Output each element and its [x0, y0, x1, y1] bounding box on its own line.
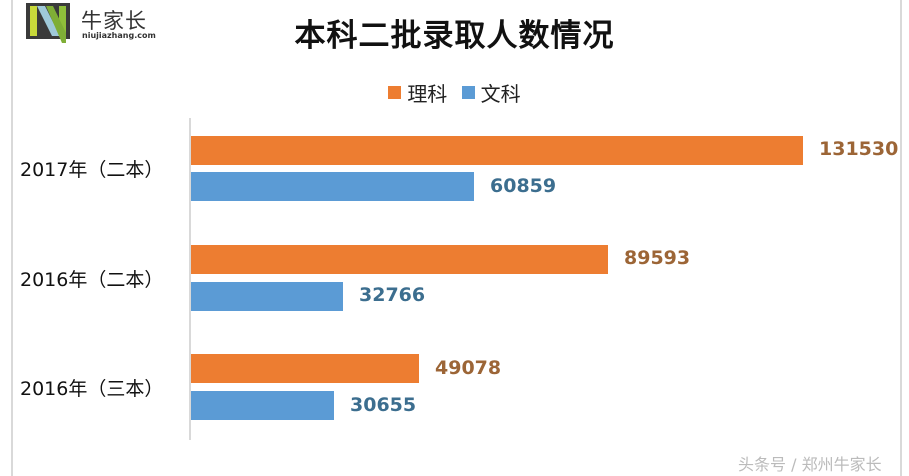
value-label-science-0: 131530	[819, 138, 899, 160]
frame-border-right	[900, 0, 902, 476]
legend-label-science: 理科	[407, 82, 448, 106]
logo-icon	[26, 3, 70, 43]
bar-liberal-2	[191, 391, 334, 420]
chart-legend: 理科 文科	[0, 78, 909, 107]
bar-liberal-0	[191, 172, 474, 201]
frame-border-left	[11, 0, 13, 476]
value-label-liberal-2: 30655	[350, 394, 417, 416]
legend-swatch-science	[388, 86, 402, 99]
bar-science-1	[191, 245, 608, 274]
logo-subtext: niujiazhang.com	[82, 31, 156, 40]
logo-text: 牛家长	[81, 9, 147, 33]
category-label: 2017年（二本）	[20, 159, 164, 181]
legend-swatch-liberal	[461, 86, 475, 99]
bar-science-2	[191, 354, 419, 383]
category-label: 2016年（二本）	[20, 269, 164, 291]
bar-liberal-1	[191, 282, 343, 311]
category-label: 2016年（三本）	[20, 378, 164, 400]
value-label-liberal-0: 60859	[490, 175, 557, 197]
watermark: 头条号 / 郑州牛家长	[738, 455, 882, 474]
chart-title: 本科二批录取人数情况	[294, 18, 615, 54]
value-label-science-2: 49078	[435, 357, 502, 379]
bar-science-0	[191, 136, 803, 165]
legend-item-science: 理科	[388, 78, 447, 107]
legend-label-liberal: 文科	[480, 82, 521, 106]
category-axis	[189, 118, 191, 440]
value-label-liberal-1: 32766	[359, 284, 426, 306]
logo: 牛家长 niujiazhang.com	[26, 3, 186, 45]
legend-item-liberal: 文科	[461, 78, 521, 107]
value-label-science-1: 89593	[624, 247, 691, 269]
